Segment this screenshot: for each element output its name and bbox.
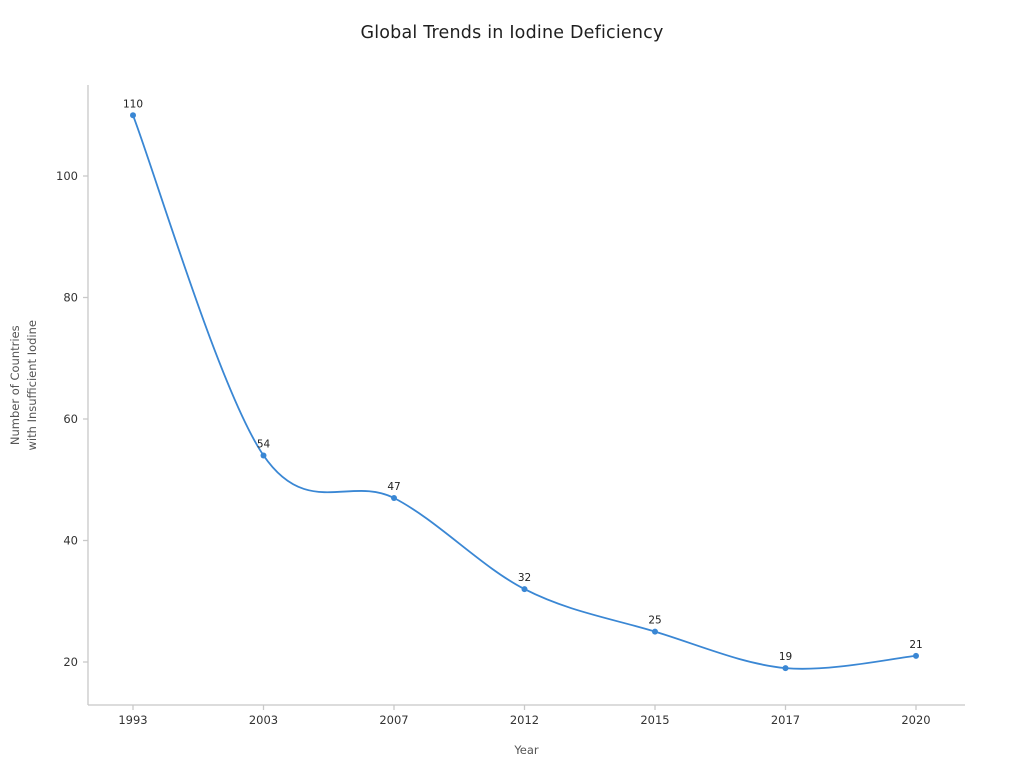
x-tick-label: 2007 (379, 713, 408, 727)
data-point-label: 32 (518, 572, 531, 584)
x-tick-label: 2003 (249, 713, 278, 727)
data-point (913, 652, 919, 659)
y-tick-label: 80 (63, 291, 78, 305)
y-tick-label: 40 (63, 534, 78, 548)
data-point (391, 494, 397, 501)
data-point-label: 54 (257, 438, 271, 450)
y-tick-label: 60 (63, 412, 78, 426)
data-point (521, 586, 528, 593)
x-tick-label: 2015 (640, 713, 669, 727)
x-axis-label: Year (514, 743, 539, 757)
data-point-label: 47 (387, 481, 400, 493)
x-tick-label: 2020 (901, 713, 930, 727)
trend-line (132, 114, 917, 670)
x-tick-label: 1993 (118, 713, 147, 727)
data-point-label: 110 (123, 98, 143, 110)
data-point-label: 19 (779, 651, 792, 663)
data-point (782, 665, 789, 672)
y-tick-label: 100 (56, 169, 78, 183)
y-tick-label: 20 (63, 655, 78, 669)
data-point-label: 21 (909, 639, 922, 651)
x-tick-label: 2017 (771, 713, 800, 727)
data-point (130, 112, 136, 119)
data-point (260, 452, 267, 459)
data-point-label: 25 (648, 615, 661, 627)
data-point (652, 628, 658, 635)
x-tick-label: 2012 (510, 713, 539, 727)
chart-title: Global Trends in Iodine Deficiency (360, 23, 664, 43)
